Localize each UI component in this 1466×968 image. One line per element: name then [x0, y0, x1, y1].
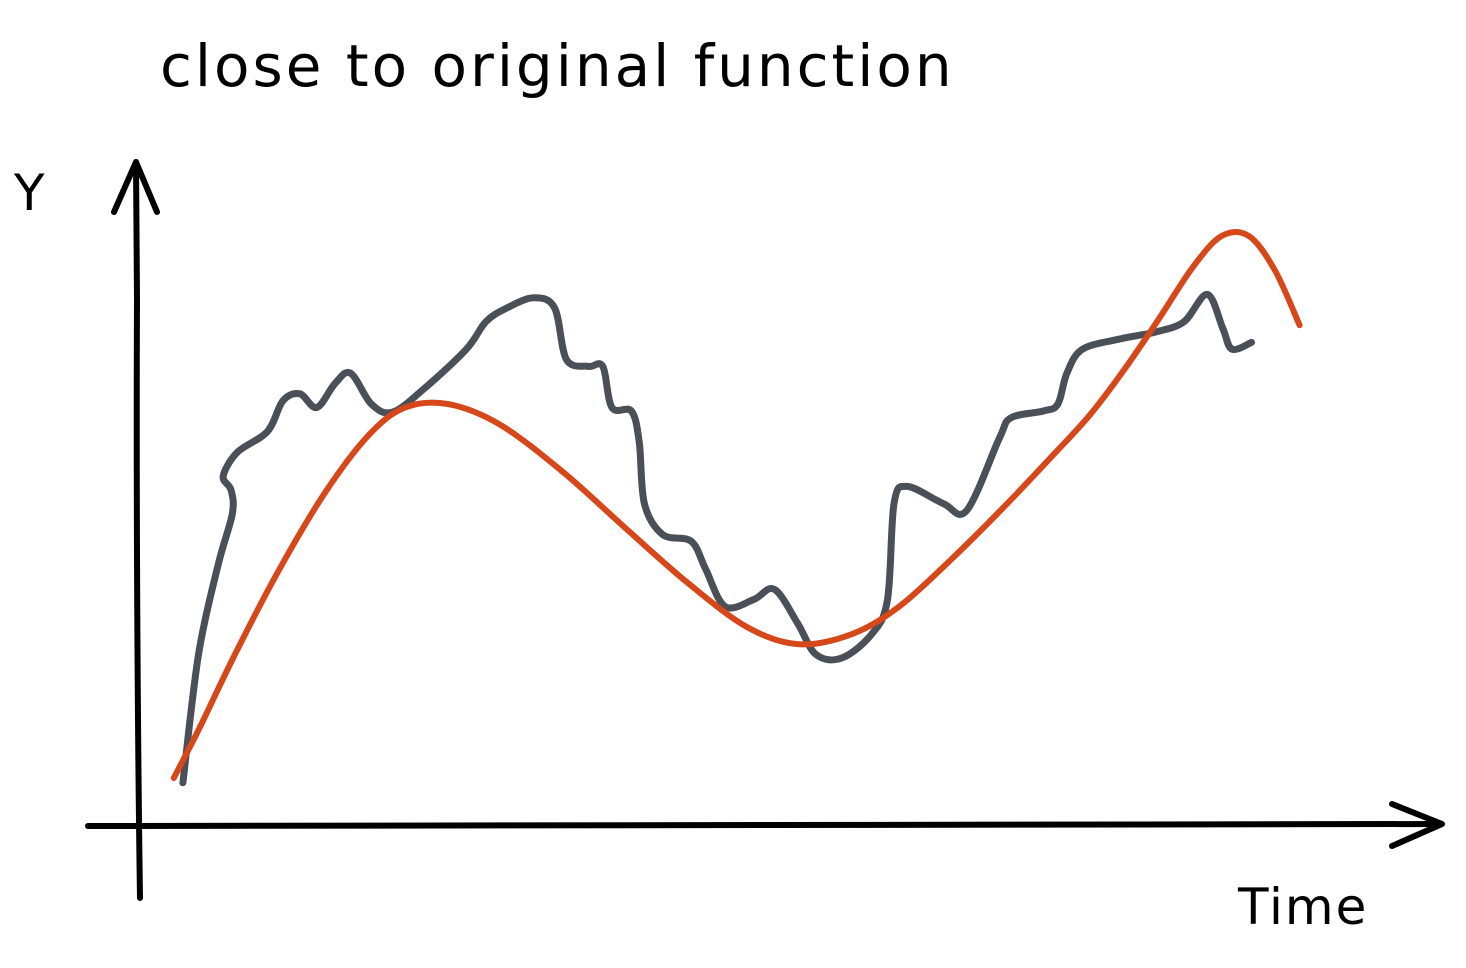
x-axis-line [85, 821, 1443, 829]
series-layer [170, 228, 1303, 787]
series-line-2 [170, 228, 1303, 781]
x-axis [85, 801, 1445, 849]
y-axis [111, 159, 160, 901]
series-line-1 [179, 290, 1255, 787]
x-axis-arrowhead [1389, 801, 1445, 849]
chart-title: close to original function [160, 32, 955, 100]
y-axis-label: Y [13, 164, 47, 222]
y-axis-line [133, 159, 143, 901]
x-axis-label: Time [1237, 878, 1368, 936]
y-axis-arrowhead [111, 159, 160, 215]
